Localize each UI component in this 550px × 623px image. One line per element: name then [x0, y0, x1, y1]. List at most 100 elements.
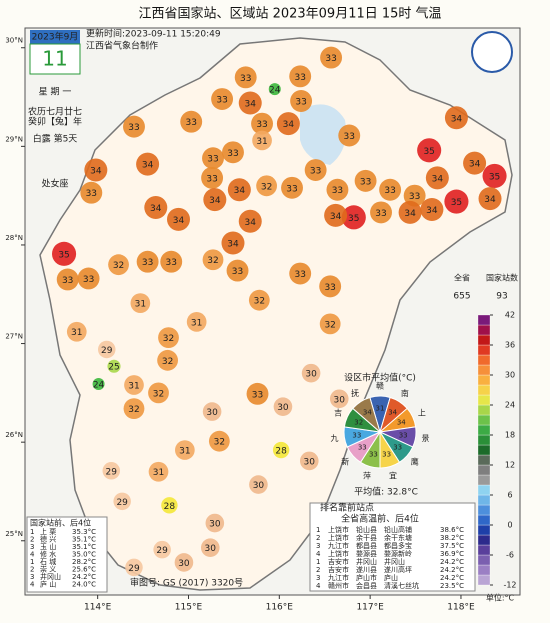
ranking-cell: 余干东塘 — [384, 533, 412, 542]
station-value: 33 — [240, 74, 251, 84]
station-value: 32 — [324, 320, 335, 330]
station — [281, 176, 303, 199]
ranking-cell: 遂川县 — [356, 565, 377, 574]
ranking-cell: 井冈山 — [384, 557, 405, 566]
station-value: 35 — [489, 172, 500, 182]
pie-label: 宜 — [389, 471, 397, 481]
pie-label: 吉 — [334, 408, 342, 417]
station — [144, 195, 168, 219]
station-value: 34 — [227, 239, 239, 249]
national-cell: 28.2°C — [72, 558, 96, 566]
legend-swatch — [477, 344, 491, 356]
pie-average: 平均值: 32.8°C — [354, 486, 418, 498]
legend-swatch — [477, 324, 491, 336]
station-value: 35 — [58, 250, 69, 260]
station-value: 33 — [185, 118, 196, 128]
station — [338, 124, 361, 147]
ranking-cell: 3 — [316, 542, 320, 550]
station-value: 34 — [426, 206, 438, 216]
ranking-subtitle: 全省高温前、后4位 — [341, 513, 419, 525]
day-box — [29, 43, 81, 75]
y-tick-label: 26°N — [5, 431, 23, 439]
ranking-cell: 4 — [316, 550, 321, 558]
national-cell: 3 — [30, 543, 34, 551]
station-value: 30 — [253, 481, 265, 491]
ranking-cell: 婺源县 — [356, 549, 377, 558]
legend-swatch — [477, 414, 491, 426]
station — [77, 267, 100, 290]
ranking-cell: 赣州市 — [328, 581, 349, 590]
station — [123, 398, 145, 420]
footer: 审图号: GS (2017) 3320号 — [130, 577, 243, 589]
station — [200, 538, 220, 557]
station-value: 31 — [179, 447, 190, 457]
station-value: 31 — [256, 137, 267, 147]
ranking-cell: 上饶市 — [328, 549, 349, 558]
count-label: 国家站数 — [486, 273, 518, 283]
station — [226, 259, 249, 282]
national-cell: 井冈山 — [40, 572, 61, 581]
station-value: 32 — [214, 438, 225, 448]
station — [202, 249, 224, 271]
pie-label: 鹰 — [411, 457, 419, 467]
pie-label: 九 — [330, 434, 338, 443]
station — [329, 389, 349, 409]
legend-swatch — [477, 454, 491, 466]
legend-swatch — [477, 394, 491, 406]
legend-swatch — [477, 434, 491, 446]
title: 江西省国家站、区域站 2023年09月11日 15时 气温 — [138, 6, 441, 22]
y-tick-label: 27°N — [5, 333, 23, 341]
legend-swatch — [477, 484, 491, 496]
station — [370, 201, 392, 224]
station — [272, 441, 290, 459]
station-value: 33 — [324, 283, 335, 293]
x-tick-label: 115°E — [175, 603, 203, 613]
national-cell: 24.2°C — [72, 573, 96, 581]
station-value: 33 — [128, 123, 139, 133]
station — [202, 402, 222, 421]
station — [124, 375, 144, 395]
station-value: 31 — [128, 381, 139, 391]
legend-swatch — [477, 544, 491, 556]
ranking-cell: 井冈山 — [356, 557, 377, 566]
station-value: 33 — [142, 258, 153, 268]
legend-swatch — [477, 404, 491, 416]
station — [186, 312, 207, 332]
ranking-title: 排名靠前站点 — [320, 502, 374, 514]
national-cell: 1 — [30, 558, 34, 566]
station-value: 34 — [330, 212, 342, 222]
legend-swatch — [477, 424, 491, 436]
pie-slice — [352, 396, 381, 434]
station-value: 32 — [207, 256, 218, 266]
station — [238, 91, 262, 115]
station — [52, 241, 77, 266]
ranking-cell: 庐山市 — [356, 573, 377, 582]
station-value: 35 — [423, 147, 434, 157]
ranking-cell: 2 — [316, 534, 320, 542]
legend-swatch — [477, 464, 491, 476]
national-cell: 1 — [30, 528, 34, 536]
y-tick-label: 28°N — [5, 234, 23, 242]
station — [66, 321, 87, 342]
x-tick-label: 114°E — [84, 603, 112, 613]
station-value: 34 — [173, 216, 185, 226]
national-cell: 24.0°C — [72, 581, 96, 589]
station-value: 33 — [232, 267, 243, 277]
x-tick-label: 116°E — [266, 603, 294, 613]
station — [56, 268, 79, 291]
station — [252, 130, 272, 151]
station — [398, 200, 422, 224]
pie-label: 上 — [418, 408, 426, 417]
ranking-cell: 24.2°C — [440, 558, 464, 566]
station-value: 31 — [153, 468, 164, 478]
station-value: 30 — [304, 457, 316, 467]
station — [92, 377, 105, 390]
station — [130, 293, 151, 313]
station-value: 33 — [227, 149, 238, 159]
station — [97, 340, 116, 359]
x-tick-label: 117°E — [356, 603, 384, 613]
station — [301, 363, 321, 383]
legend-swatch — [477, 364, 491, 376]
station — [320, 46, 343, 69]
station — [148, 382, 169, 404]
